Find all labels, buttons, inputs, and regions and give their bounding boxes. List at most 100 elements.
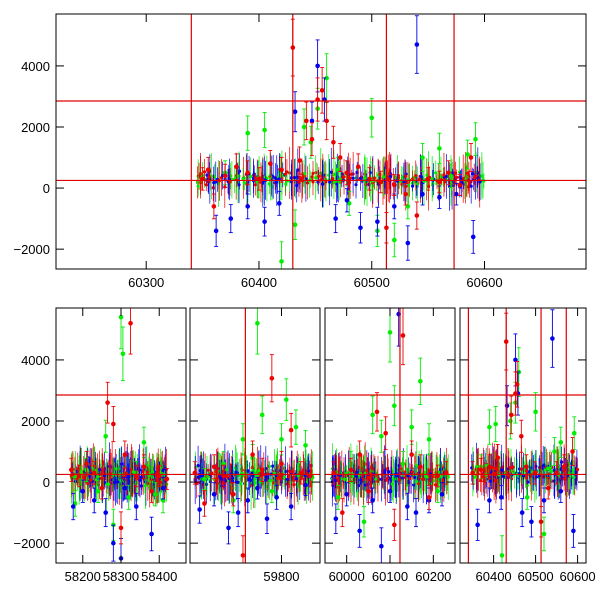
data-point xyxy=(211,204,217,209)
noise-point xyxy=(465,171,469,175)
noise-point xyxy=(114,467,118,471)
noise-point xyxy=(442,173,446,177)
data-point xyxy=(357,452,362,457)
noise-point xyxy=(139,475,143,479)
x-tick-label: 60400 xyxy=(476,569,512,584)
noise-point xyxy=(466,185,471,189)
data-point xyxy=(420,155,425,160)
data-point xyxy=(111,540,116,546)
data-point xyxy=(245,498,251,503)
noise-point xyxy=(275,476,279,480)
plot-area xyxy=(325,308,455,563)
noise-point xyxy=(196,475,200,479)
data-point xyxy=(478,467,484,473)
data-point xyxy=(414,42,420,47)
noise-point xyxy=(284,182,288,186)
data-point xyxy=(409,424,414,430)
data-point xyxy=(276,201,282,206)
data-point xyxy=(366,488,371,494)
data-point xyxy=(91,498,97,503)
data-point xyxy=(118,525,124,531)
data-point xyxy=(348,467,354,473)
data-point xyxy=(387,488,393,494)
data-point xyxy=(475,522,480,528)
data-point xyxy=(226,525,231,531)
noise-point xyxy=(575,467,580,472)
noise-point xyxy=(274,176,278,180)
data-point xyxy=(487,424,492,430)
data-point xyxy=(418,464,423,470)
data-point xyxy=(279,259,284,264)
data-point xyxy=(344,170,350,176)
data-point xyxy=(301,124,307,130)
noise-point xyxy=(314,175,318,180)
data-point xyxy=(202,476,207,482)
data-point xyxy=(240,553,246,558)
noise-point xyxy=(196,184,200,188)
noise-point xyxy=(86,481,90,486)
noise-point xyxy=(365,468,369,473)
data-point xyxy=(391,182,397,188)
noise-point xyxy=(508,466,513,470)
x-tick-label: 60600 xyxy=(466,275,502,290)
noise-point xyxy=(161,464,165,468)
noise-point xyxy=(320,182,324,186)
data-point xyxy=(262,219,267,224)
data-point xyxy=(383,430,388,436)
data-point xyxy=(333,516,339,522)
noise-point xyxy=(116,480,120,484)
y-tick-label: 2000 xyxy=(21,120,50,135)
data-point xyxy=(375,219,380,224)
axes-frame xyxy=(55,13,587,270)
noise-point xyxy=(336,478,341,482)
data-point xyxy=(128,320,133,326)
data-point xyxy=(374,409,380,415)
noise-point xyxy=(473,475,477,479)
data-point xyxy=(293,424,299,430)
noise-point xyxy=(253,176,258,180)
noise-point xyxy=(305,181,310,185)
noise-cloud xyxy=(195,147,486,211)
axes-frame xyxy=(189,307,321,564)
noise-cloud xyxy=(193,443,315,510)
data-point xyxy=(133,504,139,509)
noise-point xyxy=(88,474,92,478)
data-point xyxy=(344,491,349,497)
noise-point xyxy=(408,476,412,481)
noise-point xyxy=(233,466,238,470)
noise-point xyxy=(474,174,478,178)
series-blue xyxy=(213,15,476,261)
data-point xyxy=(288,427,294,433)
noise-point xyxy=(146,470,150,475)
noise-point xyxy=(282,475,286,479)
noise-point xyxy=(364,182,368,187)
noise-point xyxy=(79,470,83,474)
noise-point xyxy=(228,180,232,184)
data-point xyxy=(303,443,308,448)
data-point xyxy=(344,197,350,203)
data-point xyxy=(245,204,251,209)
data-point xyxy=(499,553,505,558)
data-point xyxy=(269,488,275,494)
x-tick-label: 60400 xyxy=(241,275,277,290)
chart-panel: 60000 60100 60200 xyxy=(324,307,456,584)
data-point xyxy=(387,330,393,335)
noise-point xyxy=(271,464,275,468)
data-point xyxy=(519,433,524,439)
noise-point xyxy=(342,477,347,481)
noise-point xyxy=(138,478,142,482)
noise-point xyxy=(204,183,208,187)
data-point xyxy=(111,421,116,427)
noise-point xyxy=(434,171,438,175)
data-point xyxy=(70,504,76,509)
data-point xyxy=(370,412,375,418)
noise-point xyxy=(410,470,414,474)
data-point xyxy=(337,155,343,160)
noise-point xyxy=(196,181,200,185)
data-point xyxy=(231,491,236,497)
noise-cloud xyxy=(69,441,169,510)
noise-point xyxy=(433,483,438,487)
data-point xyxy=(264,516,270,522)
noise-point xyxy=(317,174,321,178)
data-point xyxy=(558,488,564,494)
